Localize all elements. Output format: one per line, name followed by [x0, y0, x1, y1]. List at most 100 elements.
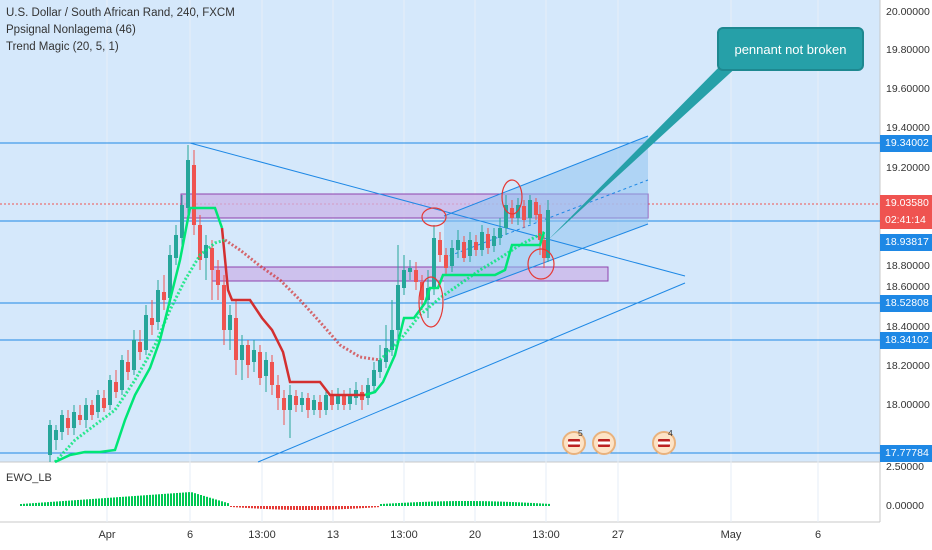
economic-event-us-flag-icon[interactable] [562, 431, 586, 455]
candle-body [528, 200, 532, 218]
ewo-bar [83, 499, 85, 506]
candle-body [408, 268, 412, 272]
ewo-bar [542, 503, 544, 506]
ewo-bar [497, 501, 499, 506]
ewo-bar [314, 506, 316, 510]
ewo-bar [176, 492, 178, 506]
ewo-bar [530, 502, 532, 506]
time-tick: 13:00 [532, 529, 560, 541]
pennant-upper-line[interactable] [189, 142, 686, 277]
indicator-trend-magic[interactable]: Trend Magic (20, 5, 1) [6, 41, 119, 53]
ewo-bar [401, 502, 403, 506]
ewo-bar [359, 506, 361, 509]
ewo-bar [194, 493, 196, 506]
candle-body [288, 395, 292, 410]
ewo-bar [455, 501, 457, 506]
candle-body [378, 360, 382, 372]
symbol-title[interactable]: U.S. Dollar / South African Rand, 240, F… [6, 7, 235, 19]
ewo-bar [512, 502, 514, 506]
ewo-bar [134, 495, 136, 506]
price-tick: 18.20000 [886, 360, 930, 372]
event-count: 5 [578, 428, 583, 438]
callout-text-box[interactable]: pennant not broken [717, 27, 864, 71]
ewo-bar [386, 503, 388, 506]
ewo-bar [524, 502, 526, 506]
ewo-bar [47, 502, 49, 506]
ewo-bar [71, 500, 73, 506]
annotation-circles[interactable] [418, 179, 555, 328]
ewo-tick: 0.00000 [886, 500, 924, 512]
ewo-bar [41, 502, 43, 506]
candle-body [276, 385, 280, 398]
price-tick: 20.00000 [886, 6, 930, 18]
candle-body [450, 248, 454, 266]
level-label-18-52: 18.52808 [880, 295, 932, 312]
level-label-19-34: 19.34002 [880, 135, 932, 152]
time-tick: Apr [98, 529, 116, 541]
ewo-bar [353, 506, 355, 509]
ewo-bar [182, 492, 184, 506]
economic-event-us-flag-icon[interactable] [592, 431, 616, 455]
ewo-indicator-label[interactable]: EWO_LB [6, 472, 52, 484]
indicator-nonlagema[interactable]: Ppsignal Nonlagema (46) [6, 24, 136, 36]
horizontal-levels[interactable] [0, 142, 880, 454]
ewo-bar [206, 496, 208, 506]
ewo-bar [272, 506, 274, 510]
ewo-bar [107, 497, 109, 506]
candle-body [258, 352, 262, 378]
ewo-bar [491, 501, 493, 506]
time-tick: 13:00 [390, 529, 418, 541]
ewo-bar [179, 492, 181, 506]
candle-body [150, 318, 154, 325]
ewo-bar [539, 503, 541, 506]
ewo-bar [248, 506, 250, 509]
candle-body [120, 360, 124, 390]
ewo-bar [446, 501, 448, 506]
candle-body [90, 405, 94, 415]
ewo-bar [23, 503, 25, 506]
ewo-bar [254, 506, 256, 509]
ewo-bar [155, 494, 157, 506]
ewo-bar [368, 506, 370, 508]
us-flag-icon [658, 439, 670, 447]
pennant-lower-line[interactable] [257, 282, 686, 463]
ewo-bar [257, 506, 259, 509]
ewo-bar [221, 501, 223, 506]
candle-body [372, 370, 376, 386]
ewo-bar [374, 506, 376, 508]
ewo-bar [302, 506, 304, 510]
ewo-bar [275, 506, 277, 510]
candle-body [474, 242, 478, 250]
candle-body [366, 385, 370, 398]
ewo-bar [356, 506, 358, 509]
ewo-bar [404, 502, 406, 506]
ewo-bar [500, 501, 502, 506]
ewo-bar [509, 501, 511, 506]
ewo-bar [200, 495, 202, 506]
ewo-bar [308, 506, 310, 510]
us-flag-icon [598, 439, 610, 447]
ewo-bar [260, 506, 262, 509]
ewo-bar [362, 506, 364, 509]
ewo-bar [116, 497, 118, 506]
ewo-bar [89, 499, 91, 506]
time-tick: 6 [186, 529, 194, 541]
candle-body [204, 245, 208, 258]
ewo-bar [476, 501, 478, 506]
ewo-bar [131, 496, 133, 506]
bar-countdown-label: 02:41:14 [880, 212, 932, 229]
ewo-bar [326, 506, 328, 510]
economic-event-us-flag-icon[interactable] [652, 431, 676, 455]
ewo-bar [170, 493, 172, 506]
ewo-bar [527, 502, 529, 506]
ewo-bar [398, 503, 400, 506]
price-tick: 19.40000 [886, 122, 930, 134]
ewo-bar [545, 503, 547, 506]
ewo-bar [197, 494, 199, 506]
ewo-bar [209, 497, 211, 506]
ewo-pane-background [0, 462, 880, 522]
candle-body [60, 415, 64, 432]
time-tick: 13 [326, 529, 340, 541]
ewo-bar [251, 506, 253, 509]
